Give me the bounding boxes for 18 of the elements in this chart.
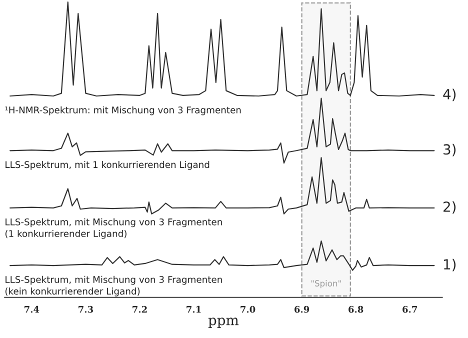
text: 3): [444, 144, 456, 156]
x-tick-label: 6.8: [348, 306, 364, 313]
series-label: LLS-Spektrum, mit 1 konkurrierenden Ligand: [6, 160, 210, 170]
series-label: ¹H-NMR-Spektrum: mit Mischung von 3 Fragmenten: [5, 106, 241, 116]
x-tick-label: 7.2: [132, 306, 147, 313]
text: 1): [444, 258, 456, 272]
text: 2): [444, 201, 456, 214]
x-tick-label: 7.1: [186, 306, 201, 313]
x-axis-title: ppm: [208, 318, 239, 328]
band-label: "Spion": [311, 280, 341, 288]
series-label: LLS-Spektrum, mit Mischung von 3 Fragmenten (kein konkurrierender Ligand): [5, 276, 222, 296]
x-tick-label: 7.0: [240, 306, 256, 313]
series-label: LLS-Spektrum, mit Mischung von 3 Fragmenten (1 konkurrierender Ligand): [5, 218, 222, 239]
text: 4): [443, 88, 456, 102]
x-tick-label: 7.4: [24, 306, 40, 313]
x-tick-label: 6.7: [402, 306, 417, 313]
x-tick-label: 6.9: [294, 306, 310, 313]
x-tick-label: 7.3: [78, 306, 93, 313]
